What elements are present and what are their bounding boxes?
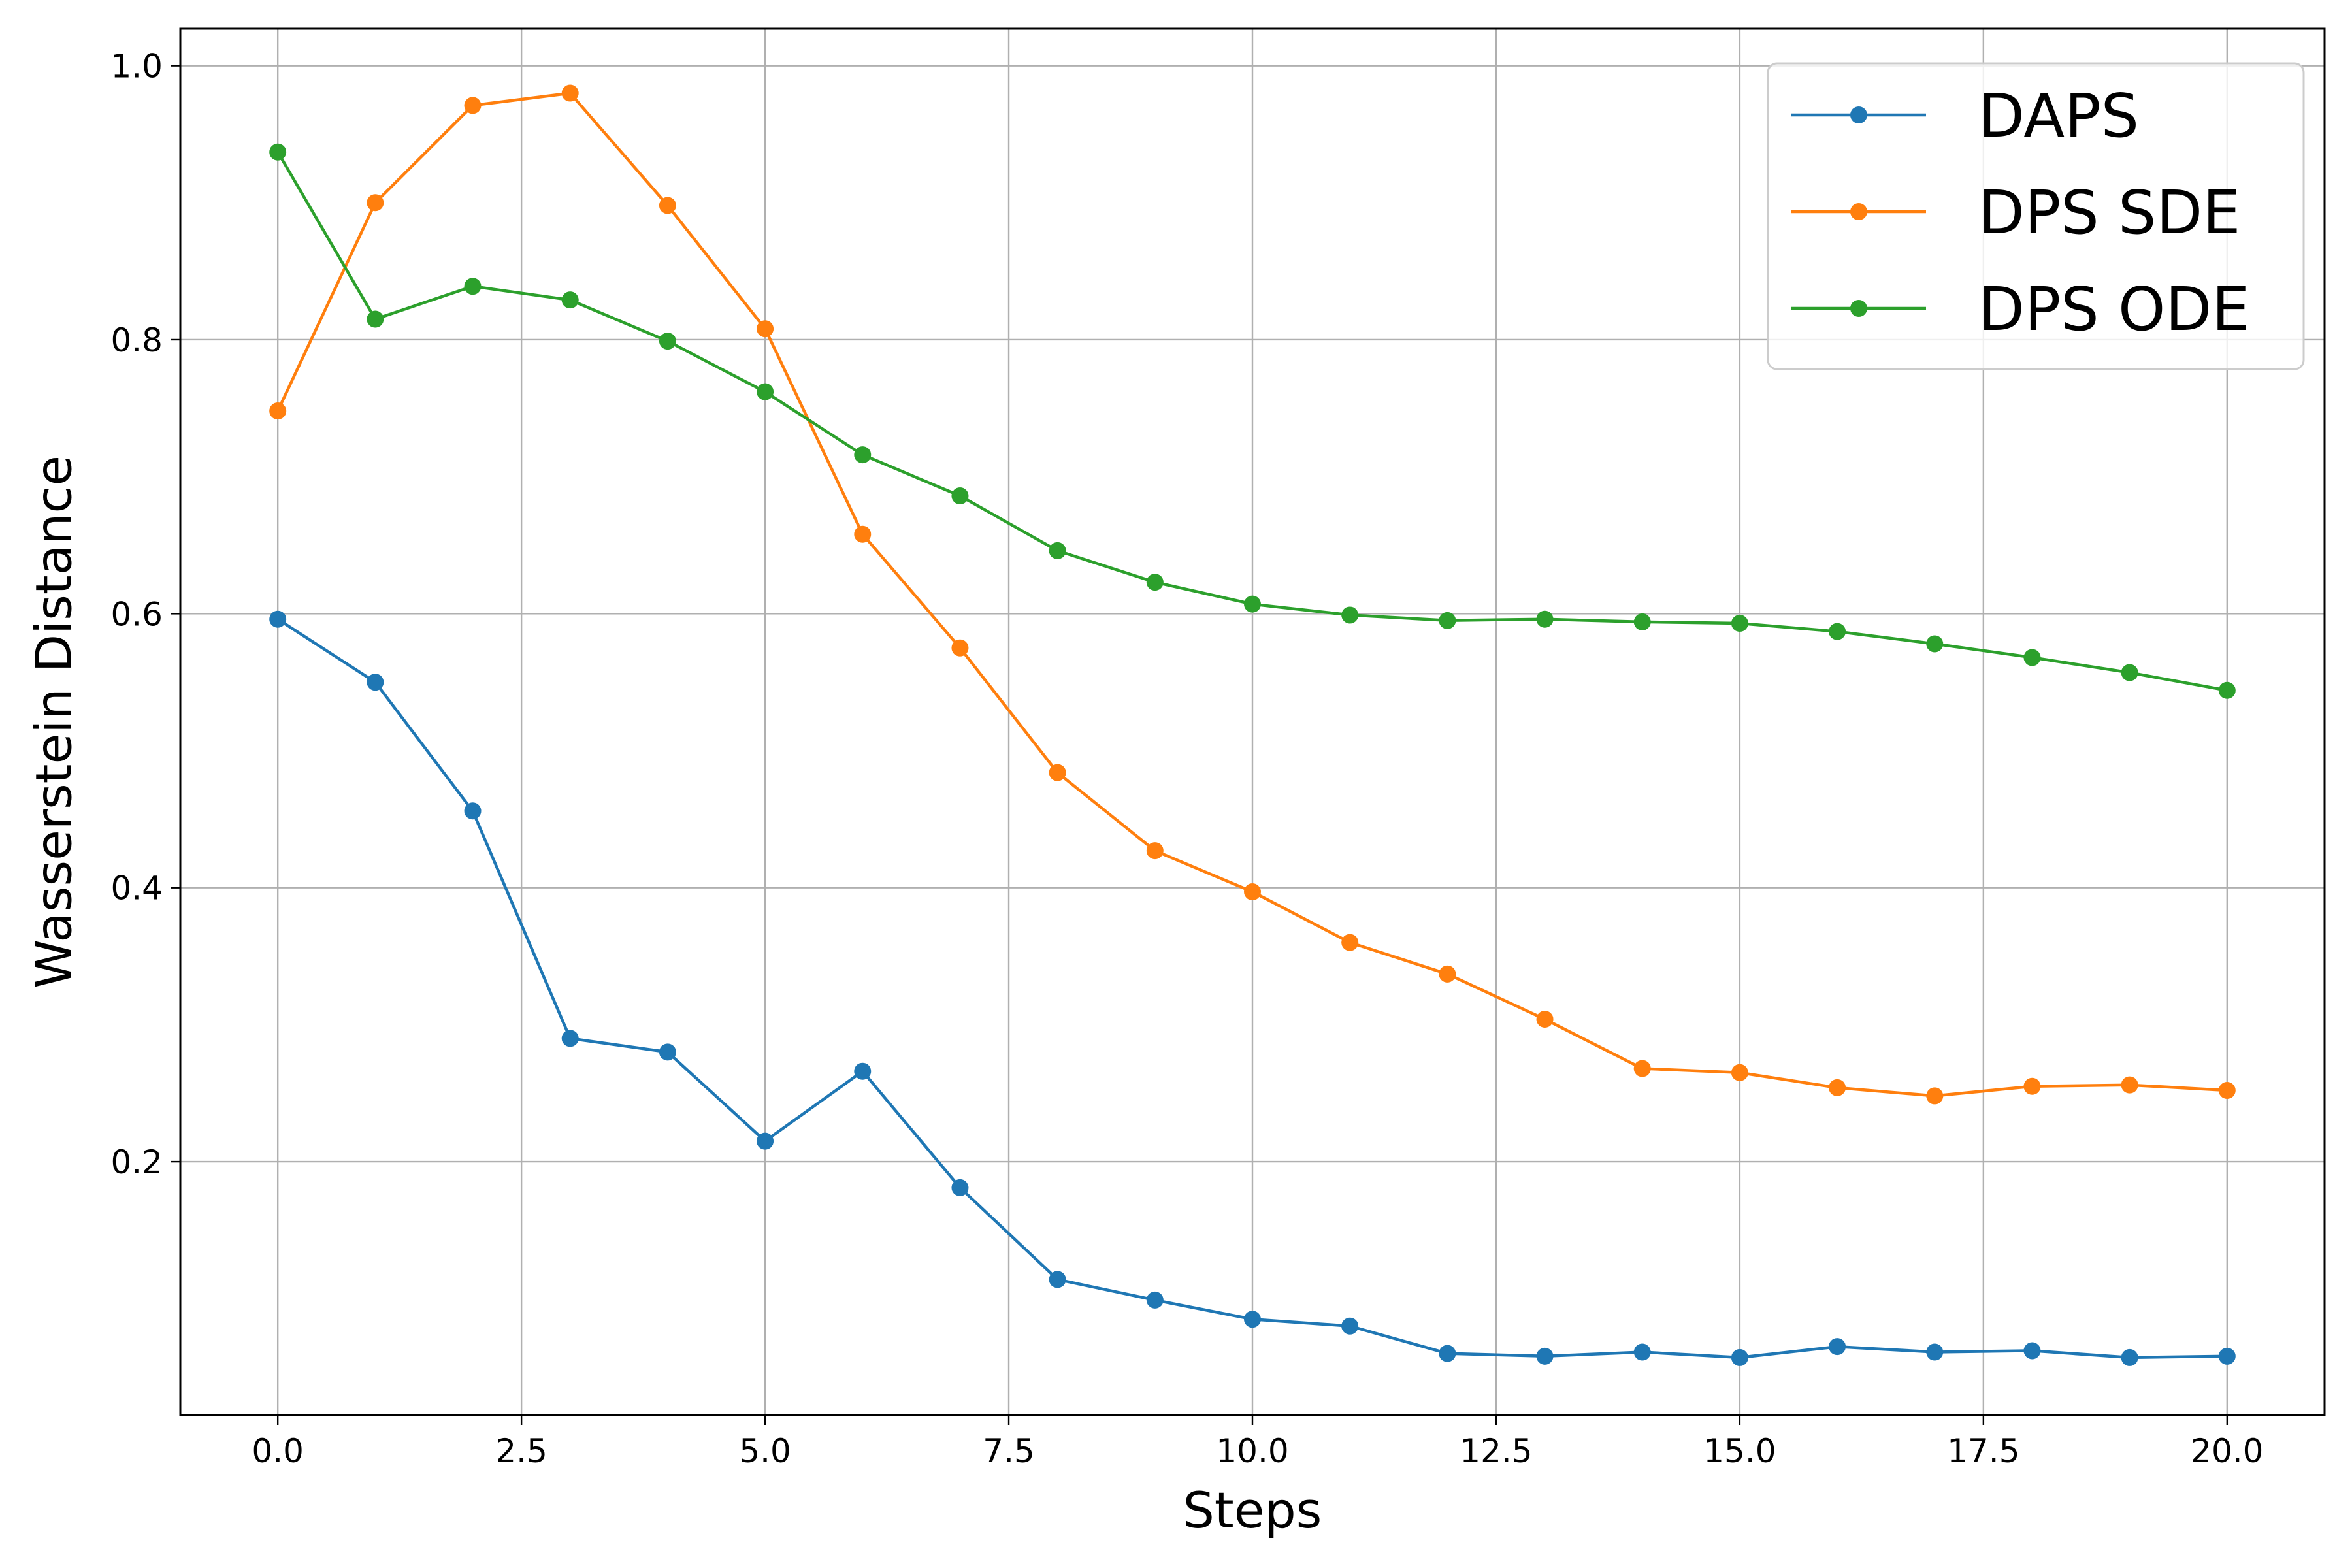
data-point-dps-sde xyxy=(1829,1079,1846,1096)
data-point-daps xyxy=(2121,1348,2138,1366)
y-tick-label: 0.4 xyxy=(110,870,163,907)
data-point-daps xyxy=(1633,1343,1651,1361)
x-tick-label: 15.0 xyxy=(1703,1432,1776,1470)
data-point-daps xyxy=(1731,1348,1748,1366)
data-point-daps xyxy=(659,1043,676,1061)
data-point-dps-sde xyxy=(1731,1064,1748,1081)
legend-label: DPS ODE xyxy=(1978,274,2249,344)
data-point-daps xyxy=(2218,1347,2236,1365)
x-tick-label: 12.5 xyxy=(1460,1432,1532,1470)
axis-ticks: 0.0 2.5 5.0 7.5 10.0 12.5 15.0 17.5 20.0 0.2 0.4 0.… xyxy=(110,48,2263,1470)
legend-box xyxy=(1767,62,2305,370)
data-point-dps-sde xyxy=(561,84,579,102)
y-tick-label: 0.6 xyxy=(110,595,163,633)
x-tick-label: 20.0 xyxy=(2191,1432,2263,1470)
series-dps-ode xyxy=(269,143,2236,699)
data-point-dps-ode xyxy=(2121,664,2138,681)
data-point-dps-ode xyxy=(1926,635,1944,653)
x-tick-label: 5.0 xyxy=(739,1432,791,1470)
data-point-dps-sde xyxy=(1146,842,1164,860)
data-point-dps-sde xyxy=(2023,1077,2041,1095)
data-point-dps-sde xyxy=(854,525,872,543)
data-point-dps-ode xyxy=(1146,574,1164,591)
legend-marker xyxy=(1850,203,1867,220)
x-tick-label: 10.0 xyxy=(1216,1432,1288,1470)
data-point-dps-sde xyxy=(1633,1060,1651,1077)
data-point-daps xyxy=(1829,1338,1846,1356)
data-point-dps-ode xyxy=(757,383,774,400)
data-point-dps-sde xyxy=(659,197,676,214)
data-point-daps xyxy=(1439,1345,1456,1362)
data-point-dps-ode xyxy=(2023,649,2041,666)
data-point-daps xyxy=(1244,1311,1261,1328)
legend-item-dps-sde: DPS SDE xyxy=(1791,178,2240,248)
data-point-dps-ode xyxy=(854,446,872,464)
data-point-dps-sde xyxy=(757,320,774,338)
legend-item-daps: DAPS xyxy=(1791,81,2139,151)
data-point-dps-ode xyxy=(1536,610,1554,628)
data-point-dps-sde xyxy=(2121,1076,2138,1094)
legend-label: DAPS xyxy=(1978,81,2139,151)
data-point-dps-ode xyxy=(1341,606,1359,624)
data-point-dps-sde xyxy=(1536,1011,1554,1028)
y-tick-label: 0.2 xyxy=(110,1143,163,1181)
data-point-daps xyxy=(1536,1347,1554,1365)
data-point-dps-sde xyxy=(1439,965,1456,983)
legend-marker xyxy=(1850,300,1867,317)
y-axis-title: Wasserstein Distance xyxy=(25,455,83,988)
data-point-dps-ode xyxy=(1244,595,1261,613)
data-point-dps-ode xyxy=(1439,612,1456,629)
data-point-dps-ode xyxy=(1633,613,1651,630)
data-point-dps-ode xyxy=(659,333,676,350)
data-point-dps-sde xyxy=(1341,934,1359,951)
legend-item-dps-ode: DPS ODE xyxy=(1791,274,2249,344)
data-point-dps-sde xyxy=(464,97,482,114)
data-point-daps xyxy=(1146,1291,1164,1309)
data-point-daps xyxy=(951,1179,969,1196)
data-point-dps-ode xyxy=(1829,623,1846,640)
data-point-dps-ode xyxy=(1049,542,1066,559)
data-point-dps-sde xyxy=(2218,1082,2236,1100)
data-point-dps-ode xyxy=(561,291,579,309)
data-point-dps-ode xyxy=(2218,681,2236,699)
legend: DAPS DPS SDE DPS ODE xyxy=(1767,62,2305,370)
y-tick-label: 0.8 xyxy=(110,321,163,359)
data-point-daps xyxy=(1049,1271,1066,1288)
data-point-dps-ode xyxy=(464,278,482,295)
data-point-dps-ode xyxy=(1731,615,1748,632)
legend-marker xyxy=(1850,106,1867,123)
data-point-dps-sde xyxy=(1926,1087,1944,1105)
data-point-dps-sde xyxy=(367,194,384,212)
x-tick-label: 2.5 xyxy=(495,1432,547,1470)
data-point-dps-ode xyxy=(367,310,384,328)
y-tick-label: 1.0 xyxy=(110,48,163,86)
data-point-daps xyxy=(1341,1317,1359,1335)
data-point-dps-sde xyxy=(1049,764,1066,781)
data-point-daps xyxy=(561,1030,579,1047)
data-point-daps xyxy=(464,802,482,820)
data-point-dps-sde xyxy=(951,639,969,657)
data-point-daps xyxy=(854,1062,872,1080)
x-tick-label: 7.5 xyxy=(983,1432,1035,1470)
x-tick-label: 0.0 xyxy=(252,1432,304,1470)
data-point-dps-sde xyxy=(269,402,287,420)
series-dps-sde xyxy=(269,84,2236,1105)
data-point-dps-ode xyxy=(269,143,287,161)
series-lines xyxy=(269,84,2236,1366)
data-point-daps xyxy=(2023,1342,2041,1360)
series-daps xyxy=(269,610,2236,1366)
data-point-daps xyxy=(757,1132,774,1150)
data-point-daps xyxy=(269,610,287,628)
data-point-daps xyxy=(367,674,384,691)
x-axis-title: Steps xyxy=(1183,1481,1322,1539)
legend-label: DPS SDE xyxy=(1978,178,2240,248)
data-point-dps-sde xyxy=(1244,883,1261,901)
x-tick-label: 17.5 xyxy=(1947,1432,2019,1470)
data-point-daps xyxy=(1926,1343,1944,1361)
data-point-dps-ode xyxy=(951,487,969,505)
